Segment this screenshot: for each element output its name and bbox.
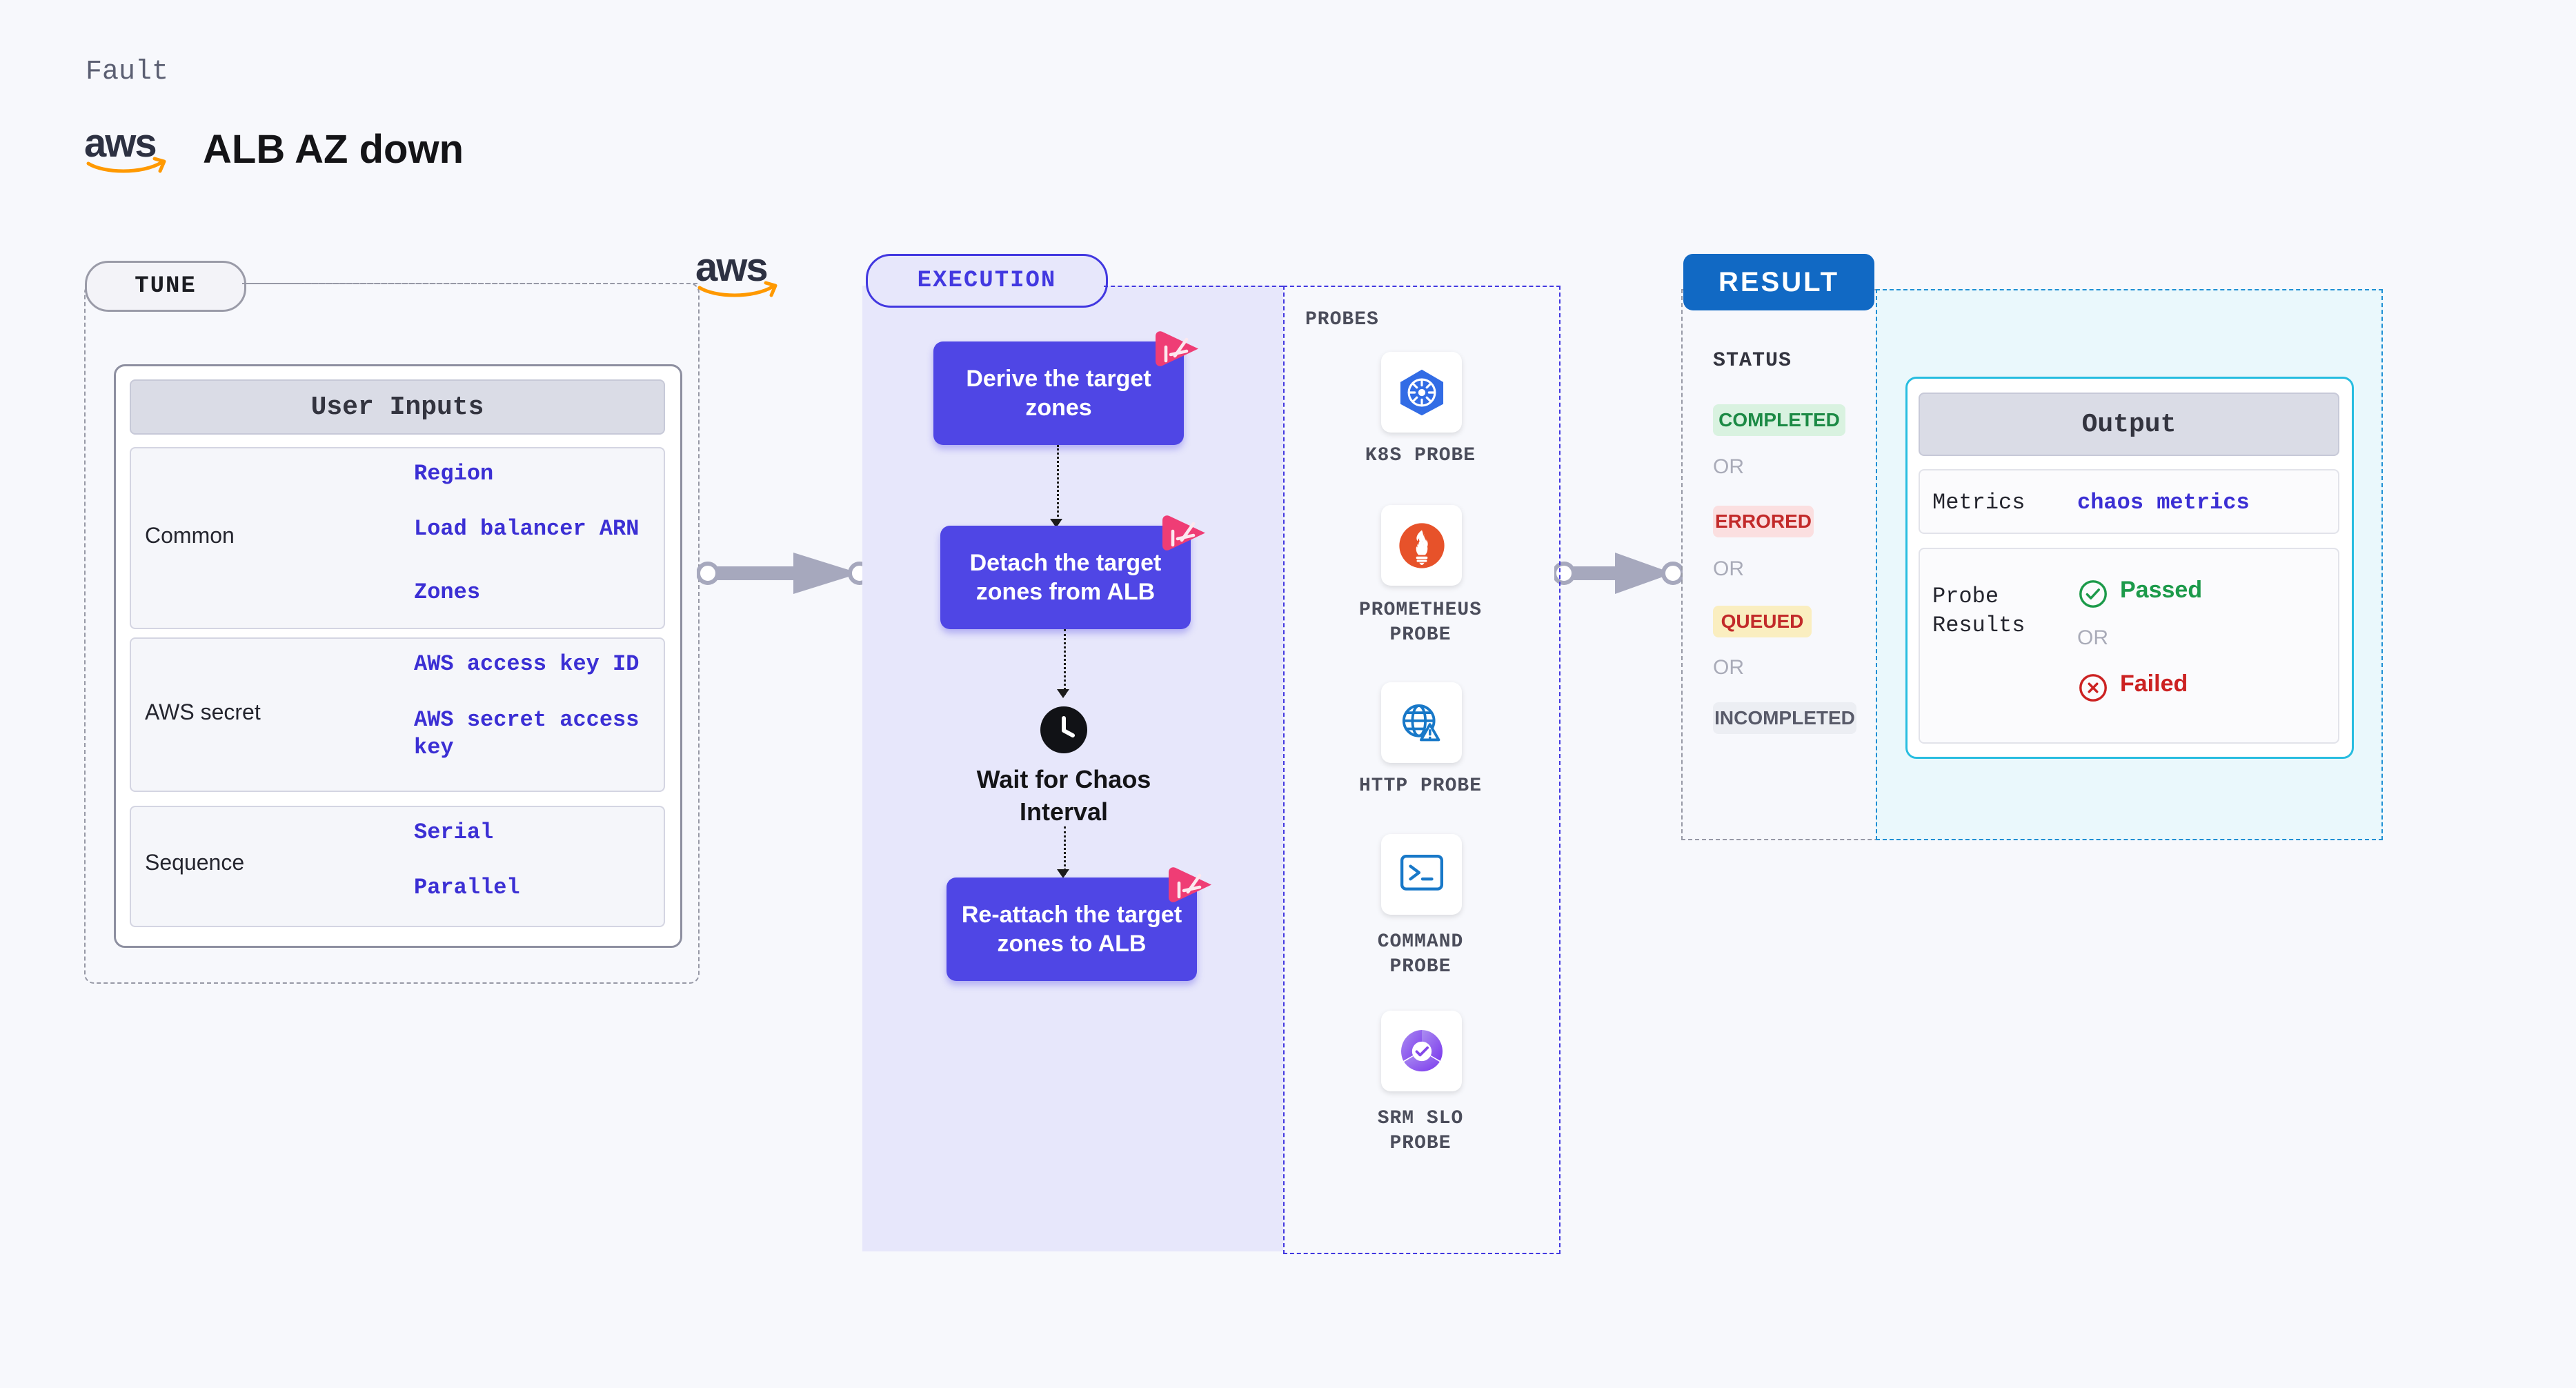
- svg-text:aws: aws: [695, 245, 767, 290]
- svg-text:aws: aws: [84, 121, 156, 166]
